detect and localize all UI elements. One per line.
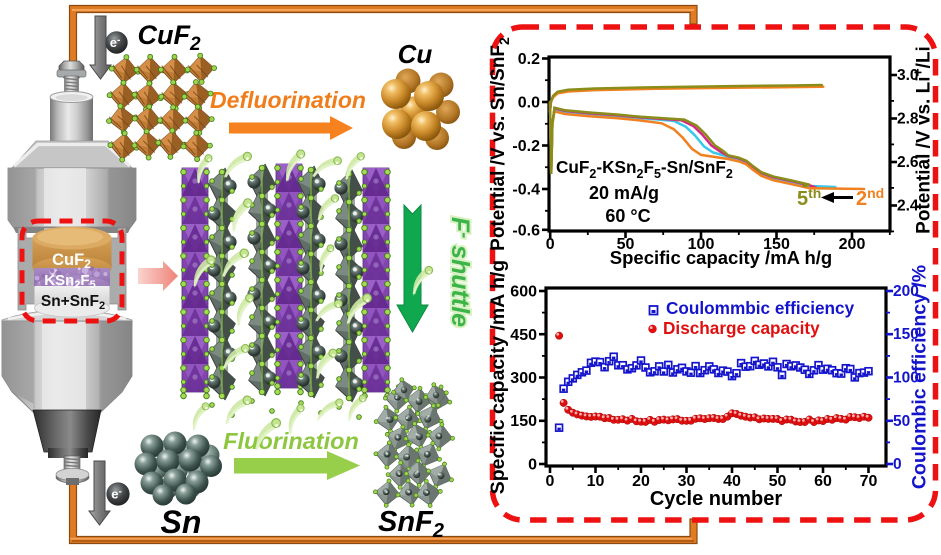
svg-text:20: 20 (632, 473, 650, 490)
svg-text:60: 60 (814, 473, 832, 490)
svg-text:CuF2: CuF2 (52, 251, 91, 271)
svg-text:Cycle number: Cycle number (650, 488, 782, 510)
svg-text:Specific capacity /mA h/g: Specific capacity /mA h/g (610, 247, 832, 268)
svg-text:2.4: 2.4 (897, 198, 919, 215)
svg-text:200: 200 (893, 283, 919, 300)
svg-text:600: 600 (510, 284, 537, 301)
svg-text:50: 50 (617, 236, 635, 253)
svg-text:0: 0 (546, 473, 555, 490)
svg-text:2.8: 2.8 (897, 111, 919, 128)
svg-text:100: 100 (893, 370, 919, 387)
svg-text:Defluorination: Defluorination (210, 87, 366, 113)
svg-text:40: 40 (723, 473, 741, 490)
svg-text:e-: e- (110, 35, 121, 50)
svg-text:10: 10 (587, 473, 605, 490)
svg-text:-0.4: -0.4 (512, 182, 540, 199)
svg-text:100: 100 (688, 236, 715, 253)
svg-text:KSn2F5: KSn2F5 (44, 272, 95, 291)
svg-text:-0.6: -0.6 (512, 222, 540, 239)
svg-text:70: 70 (860, 473, 878, 490)
svg-text:0.2: 0.2 (518, 51, 540, 68)
svg-text:0.0: 0.0 (518, 95, 540, 112)
svg-text:Sn: Sn (161, 504, 202, 540)
svg-text:200: 200 (839, 236, 866, 253)
svg-text:Coulombic efficiency /%: Coulombic efficiency /% (909, 265, 931, 489)
svg-text:Sn+SnF2: Sn+SnF2 (41, 293, 105, 312)
svg-text:20 mA/g: 20 mA/g (589, 183, 659, 203)
svg-text:450: 450 (510, 327, 537, 344)
svg-text:3.0: 3.0 (897, 67, 919, 84)
svg-text:300: 300 (510, 370, 537, 387)
svg-text:Potential /V vs. Li+/Li: Potential /V vs. Li+/Li (910, 46, 935, 234)
svg-text:0: 0 (546, 236, 555, 253)
svg-text:150: 150 (510, 413, 537, 430)
svg-text:Potential /V vs. Sn/SnF2: Potential /V vs. Sn/SnF2 (488, 37, 512, 251)
svg-text:e-: e- (111, 487, 122, 502)
svg-text:Coulommbic efficiency: Coulommbic efficiency (666, 298, 855, 318)
svg-text:2.6: 2.6 (897, 154, 919, 171)
svg-text:150: 150 (893, 326, 919, 343)
svg-text:30: 30 (678, 473, 696, 490)
svg-text:150: 150 (763, 236, 790, 253)
svg-text:Cu: Cu (398, 39, 433, 69)
svg-text:60 °C: 60 °C (605, 206, 650, 226)
svg-text:Specific capacity /mA h/g: Specific capacity /mA h/g (487, 260, 509, 494)
svg-text:0: 0 (528, 457, 537, 474)
svg-text:0: 0 (893, 456, 902, 473)
svg-text:SnF2: SnF2 (378, 506, 444, 542)
svg-text:50: 50 (893, 413, 910, 430)
svg-text:-0.2: -0.2 (512, 138, 540, 155)
svg-text:50: 50 (769, 473, 787, 490)
svg-text:Discharge capacity: Discharge capacity (663, 318, 820, 338)
